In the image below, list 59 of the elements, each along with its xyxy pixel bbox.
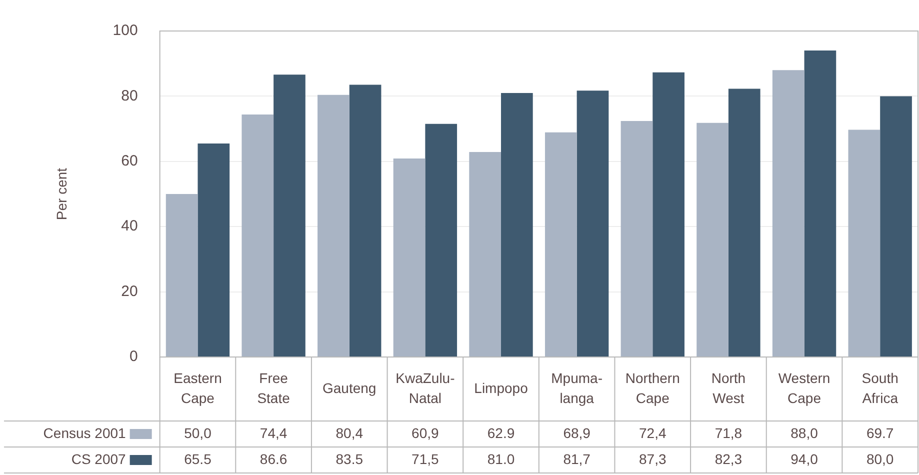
x-tick-label: KwaZulu-Natal: [396, 370, 456, 406]
legend-label: Census 2001: [43, 424, 126, 441]
bar: [728, 88, 760, 356]
bar: [696, 122, 728, 356]
data-label: 71,8: [714, 424, 742, 441]
data-label: 83.5: [336, 450, 364, 467]
data-label: 94,0: [790, 450, 818, 467]
bar: [198, 143, 230, 356]
x-tick-label: South Africa: [862, 370, 898, 406]
data-label: 86.6: [260, 450, 288, 467]
bar: [318, 94, 350, 356]
y-tick-label: 60: [121, 152, 138, 170]
y-tick-label: 100: [112, 22, 138, 40]
data-label: 88,0: [790, 424, 818, 441]
bar: [652, 72, 684, 356]
bar: [848, 130, 880, 356]
bar: [242, 114, 274, 356]
data-label: 74,4: [260, 424, 288, 441]
x-tick-label: Mpuma-langa: [551, 370, 603, 406]
x-tick-label: Eastern Cape: [174, 370, 222, 406]
data-label: 80,4: [336, 424, 364, 441]
data-label: 72,4: [639, 424, 666, 441]
bar: [469, 152, 502, 356]
y-tick-label: 0: [129, 348, 138, 366]
data-label: 65.5: [184, 450, 212, 467]
bar: [274, 74, 306, 356]
data-label: 71,5: [412, 450, 440, 467]
y-tick-label: 20: [121, 282, 138, 300]
legend-label: CS 2007: [71, 450, 126, 467]
bar: [501, 92, 533, 356]
data-label: 50,0: [184, 424, 212, 441]
x-tick-label: Western Cape: [778, 370, 830, 406]
data-label: 60,9: [412, 424, 440, 441]
bar: [166, 194, 198, 356]
data-label: 87,3: [639, 450, 666, 467]
bar: [620, 120, 653, 356]
y-tick-label: 80: [121, 87, 138, 104]
data-label: 81,7: [563, 450, 591, 467]
x-tick-label: Gauteng: [322, 380, 376, 396]
x-tick-label: Free State: [257, 370, 290, 406]
bar: [880, 96, 912, 356]
bar: [772, 70, 804, 356]
bar: [393, 158, 426, 356]
bar: [425, 124, 458, 356]
data-label: 81.0: [487, 450, 515, 467]
bar: [349, 84, 382, 356]
x-tick-label: North West: [711, 370, 746, 406]
x-tick-label: Limpopo: [474, 380, 528, 396]
data-label: 68,9: [563, 424, 591, 441]
y-axis-title: Per cent: [53, 168, 70, 220]
data-label: 69.7: [866, 424, 894, 441]
bar: [544, 132, 577, 356]
bar: [576, 90, 609, 356]
x-tick-label: Northern Cape: [625, 370, 680, 406]
data-label: 62.9: [487, 424, 515, 441]
bar: [804, 50, 836, 356]
y-tick-label: 40: [121, 218, 138, 235]
data-label: 82,3: [714, 450, 742, 467]
data-label: 80,0: [866, 450, 894, 467]
